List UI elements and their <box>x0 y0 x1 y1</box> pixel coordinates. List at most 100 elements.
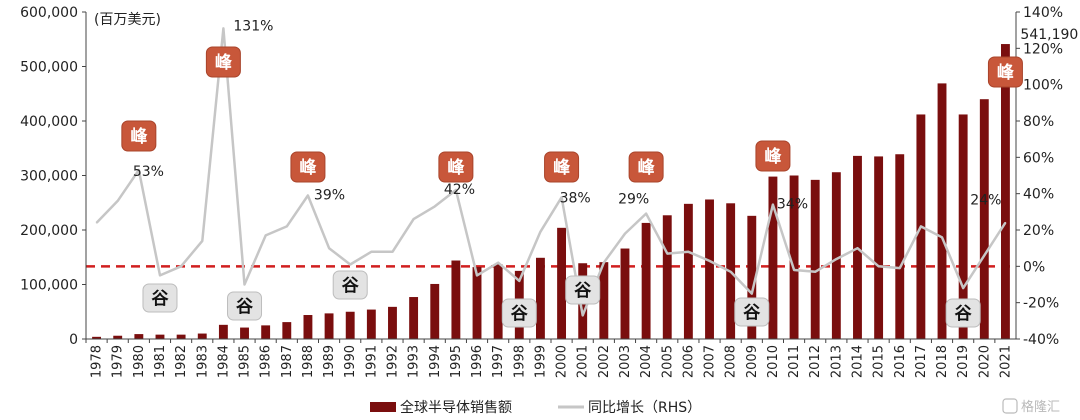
growth-point <box>264 234 267 237</box>
peak-marker-box <box>755 140 791 172</box>
y-right-tick-label: 20% <box>1023 223 1054 239</box>
legend: 全球半导体销售额 同比增长（RHS） <box>370 399 701 416</box>
bar <box>535 257 545 339</box>
y-right-tick-label: 80% <box>1023 114 1054 130</box>
bar <box>388 306 397 339</box>
data-label: 24% <box>970 193 1001 209</box>
growth-point <box>138 169 140 171</box>
data-label: 131% <box>233 18 273 34</box>
x-tick-label: 2018 <box>935 345 950 378</box>
bar <box>937 83 947 340</box>
y-right-tick-label: 120% <box>1023 41 1063 57</box>
peak-marker-label: 峰 <box>215 52 233 73</box>
x-tick-label: 1985 <box>238 345 253 378</box>
growth-point <box>349 263 352 266</box>
y-right-tick-label: 0% <box>1023 259 1045 275</box>
growth-point <box>793 269 795 271</box>
growth-point <box>687 251 690 253</box>
legend-line-label: 同比增长（RHS） <box>588 400 701 416</box>
peak-marker-box <box>987 56 1023 88</box>
growth-point <box>750 292 753 295</box>
peak-marker-box <box>205 46 241 78</box>
x-tick-label: 1998 <box>512 345 527 378</box>
trough-marker-label: 谷 <box>955 304 973 324</box>
peak-marker: 峰 <box>290 151 326 183</box>
bar <box>176 334 186 339</box>
x-tick-label: 1987 <box>280 345 295 378</box>
x-tick-label: 2010 <box>766 345 781 378</box>
y-left-tick-label: 0 <box>69 332 78 348</box>
x-tick-label: 1995 <box>449 345 464 378</box>
growth-point <box>518 280 521 282</box>
peak-marker: 峰 <box>755 140 791 172</box>
x-tick-label: 2012 <box>808 345 823 378</box>
y-left-tick-label: 100,000 <box>20 278 78 294</box>
trough-marker-box <box>332 270 368 300</box>
growth-point <box>180 265 182 268</box>
y-right-tick-label: 100% <box>1023 78 1063 94</box>
x-tick-label: 2011 <box>787 345 802 378</box>
bar <box>218 324 228 339</box>
peak-marker-box <box>544 151 580 183</box>
bar <box>261 325 271 339</box>
x-tick-label: 1996 <box>470 345 485 378</box>
peak-marker-label: 峰 <box>447 157 465 178</box>
growth-point <box>539 231 542 233</box>
peak-marker-label: 峰 <box>299 157 317 178</box>
bar <box>958 114 968 340</box>
data-label: 29% <box>618 192 649 208</box>
growth-point <box>708 260 711 262</box>
peak-trough-markers: 峰峰峰峰峰峰峰峰谷 谷谷谷谷谷谷 <box>121 46 1023 328</box>
y-right-tick-label: 140% <box>1023 5 1063 21</box>
y-right-tick-label: -20% <box>1023 296 1059 312</box>
growth-point <box>856 247 859 249</box>
bar <box>155 334 165 339</box>
peak-marker: 峰 <box>438 151 474 183</box>
bar <box>810 179 820 339</box>
x-tick-label: 1999 <box>533 345 548 378</box>
data-label: 34% <box>777 197 808 213</box>
y-left-tick-label: 300,000 <box>20 169 78 185</box>
bar <box>134 334 144 339</box>
bar <box>895 154 905 339</box>
growth-point <box>877 265 880 268</box>
x-tick-label: 1994 <box>428 345 443 378</box>
bar <box>1000 44 1010 339</box>
x-tick-label: 2014 <box>850 345 865 378</box>
trough-marker-box <box>227 291 263 321</box>
trough-marker: 谷 <box>734 297 770 327</box>
x-tick-label: 2020 <box>977 345 992 378</box>
x-tick-label: 2001 <box>576 345 591 378</box>
trough-marker: 谷 <box>945 298 981 328</box>
growth-point <box>560 196 563 199</box>
trough-marker-box <box>945 298 981 328</box>
x-tick-label: 2002 <box>597 345 612 378</box>
bar <box>113 335 123 339</box>
unit-label: (百万美元) <box>94 12 161 28</box>
x-tick-label: 1983 <box>195 345 210 378</box>
bar <box>366 309 376 339</box>
growth-point <box>412 218 415 220</box>
trough-marker-box <box>501 298 537 328</box>
bar <box>92 336 102 339</box>
growth-point <box>772 203 774 206</box>
data-label: 42% <box>444 182 475 198</box>
bar <box>324 313 334 339</box>
bar <box>599 262 609 339</box>
x-tick-label: 1990 <box>343 345 358 378</box>
bar <box>747 215 757 339</box>
growth-point <box>1004 221 1007 224</box>
annotations: 541,190 131% 53% 39% 42% 38% 29% 34% 24% <box>133 18 1078 212</box>
peak-marker-box <box>290 151 326 183</box>
growth-point <box>962 287 964 289</box>
trough-marker-label: 谷 <box>342 276 360 296</box>
x-tick-label: 2003 <box>618 345 633 378</box>
bar <box>409 297 419 339</box>
watermark-text: 格隆汇 <box>1021 399 1060 415</box>
growth-point <box>624 232 626 235</box>
y-left-tick-label: 600,000 <box>20 5 78 21</box>
trough-marker-label: 谷 <box>574 281 592 301</box>
y-right-tick-label: 40% <box>1023 187 1054 203</box>
bar <box>831 172 841 339</box>
